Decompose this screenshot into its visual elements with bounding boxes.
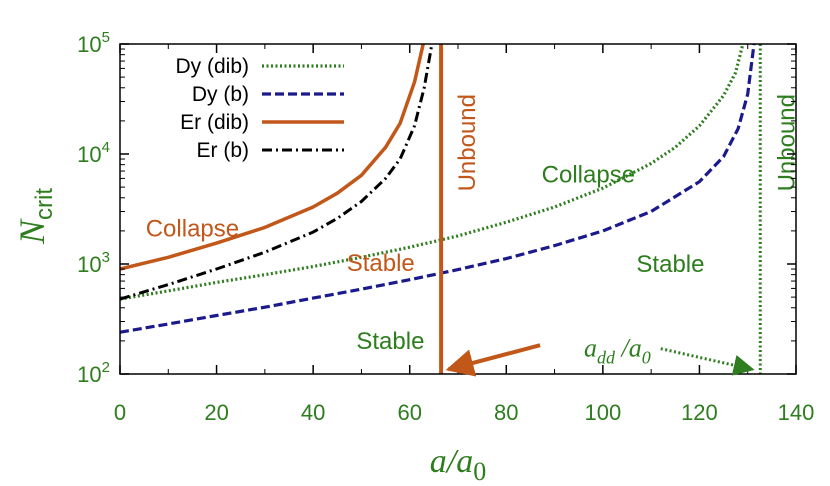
x-tick-label: 100 xyxy=(584,400,621,425)
series-line-er-dib xyxy=(120,44,425,271)
legend-label-dy-dib: Dy (dib) xyxy=(175,55,249,78)
arrows: add /a0 xyxy=(445,334,755,377)
arrow-label-add-a0: add /a0 xyxy=(584,334,651,368)
legend-label-er-b: Er (b) xyxy=(197,139,250,162)
x-tick-label: 120 xyxy=(681,400,718,425)
x-tick-label: 140 xyxy=(778,400,815,425)
legend-label-er-dib: Er (dib) xyxy=(180,111,249,134)
x-tick-label: 80 xyxy=(494,400,518,425)
region-label-stable-2: Stable xyxy=(347,250,415,277)
arrow-1 xyxy=(445,343,541,377)
series-line-dy-dib xyxy=(120,44,745,301)
x-axis-label: a/a0 xyxy=(430,443,486,486)
x-tick-label: 40 xyxy=(301,400,325,425)
unbound-label-1: Unbound xyxy=(454,94,481,191)
axis-ticks: 0 20 40 60 80 100 120 140 102 103 104 105 xyxy=(77,29,814,425)
y-tick-label: 102 xyxy=(77,359,110,387)
region-labels: Collapse Stable Stable Collapse Stable xyxy=(146,162,705,355)
y-tick-label: 103 xyxy=(77,249,110,277)
x-tick-label: 60 xyxy=(397,400,421,425)
legend: Dy (dib) Dy (b) Er (dib) Er (b) xyxy=(175,55,344,162)
x-tick-label: 20 xyxy=(204,400,228,425)
region-label-collapse-4: Collapse xyxy=(542,162,635,189)
y-tick-label: 104 xyxy=(77,139,110,167)
series-line-er-b xyxy=(120,44,434,301)
region-label-stable-3: Stable xyxy=(356,328,424,355)
series-layer xyxy=(120,44,756,334)
y-axis-label: Ncrit xyxy=(12,188,58,245)
region-label-collapse-1: Collapse xyxy=(146,216,239,243)
region-label-stable-5: Stable xyxy=(636,251,704,278)
series-line-dy-b xyxy=(120,44,756,334)
x-tick-label: 0 xyxy=(114,400,126,425)
y-tick-label: 105 xyxy=(77,29,110,57)
legend-label-dy-b: Dy (b) xyxy=(192,83,249,106)
arrow-2 xyxy=(660,347,755,376)
